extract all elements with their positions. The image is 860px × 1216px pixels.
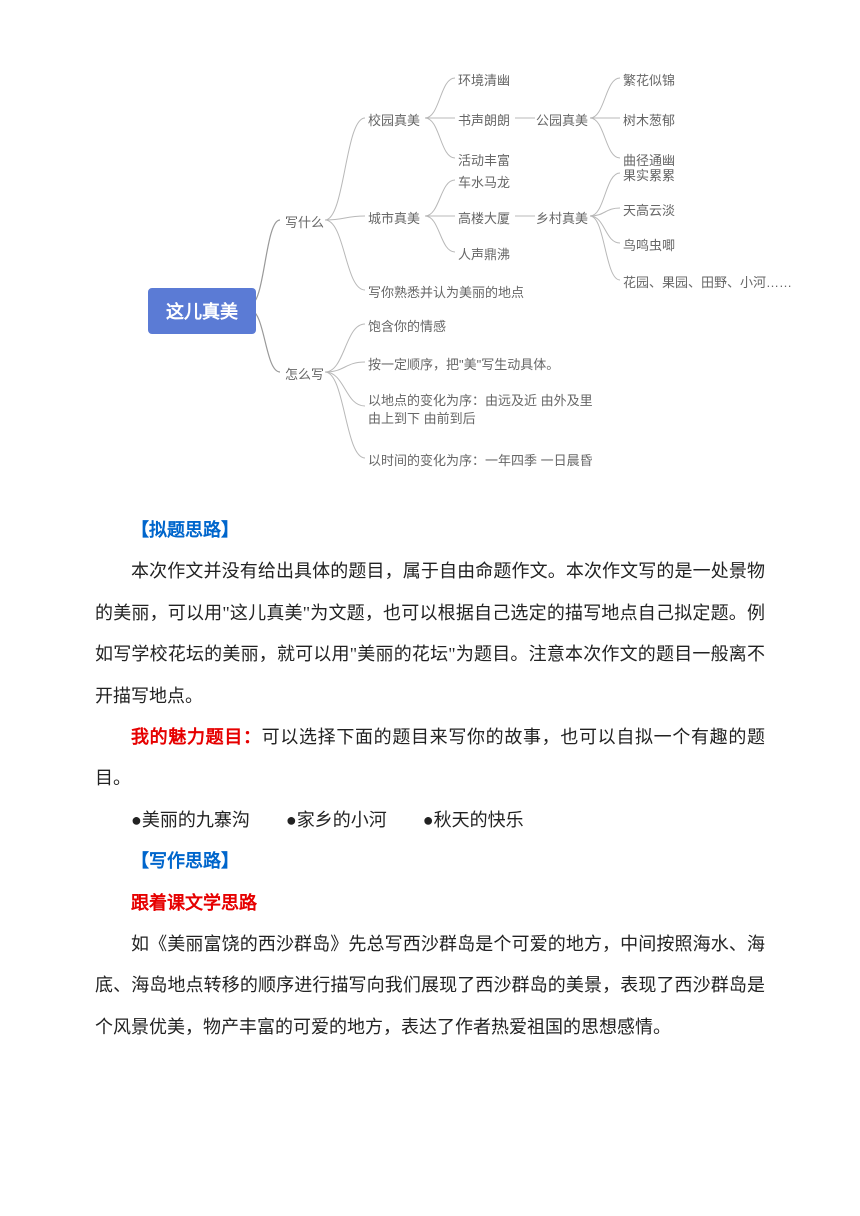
node-city: 城市真美 xyxy=(368,208,420,227)
node-park-0: 繁花似锦 xyxy=(623,70,675,89)
node-city-1: 高楼大厦 xyxy=(458,208,510,227)
my-title-label: 我的魅力题目： xyxy=(131,727,262,747)
node-village-2: 鸟鸣虫唧 xyxy=(623,235,675,254)
node-park-1: 树木葱郁 xyxy=(623,110,675,129)
node-how-1: 按一定顺序，把"美"写生动具体。 xyxy=(368,354,559,373)
heading-follow: 跟着课文学思路 xyxy=(95,883,765,924)
node-how-0: 饱含你的情感 xyxy=(368,316,446,335)
node-branch2: 怎么写 xyxy=(285,364,324,383)
title-bullets: ●美丽的九寨沟 ●家乡的小河 ●秋天的快乐 xyxy=(95,800,765,841)
node-village-1: 天高云淡 xyxy=(623,200,675,219)
heading-writing: 【写作思路】 xyxy=(95,841,765,882)
node-city-0: 车水马龙 xyxy=(458,172,510,191)
mindmap-diagram: 这儿真美 写什么 怎么写 校园真美 环境清幽 书声朗朗 活动丰富 城市真美 车水… xyxy=(120,60,850,490)
mindmap-root: 这儿真美 xyxy=(148,288,256,334)
paragraph-2: 我的魅力题目：可以选择下面的题目来写你的故事，也可以自拟一个有趣的题目。 xyxy=(95,717,765,800)
node-familiar: 写你熟悉并认为美丽的地点 xyxy=(368,282,524,301)
node-branch1: 写什么 xyxy=(285,212,324,231)
node-city-2: 人声鼎沸 xyxy=(458,244,510,263)
heading-topic: 【拟题思路】 xyxy=(95,510,765,551)
node-village: 乡村真美 xyxy=(536,208,588,227)
node-campus-1: 书声朗朗 xyxy=(458,110,510,129)
node-campus-2: 活动丰富 xyxy=(458,150,510,169)
node-how-3: 以时间的变化为序：一年四季 一日晨昏 xyxy=(368,450,593,469)
document-body: 【拟题思路】 本次作文并没有给出具体的题目，属于自由命题作文。本次作文写的是一处… xyxy=(95,510,765,1048)
node-campus-0: 环境清幽 xyxy=(458,70,510,89)
node-village-0: 果实累累 xyxy=(623,165,675,184)
paragraph-3: 如《美丽富饶的西沙群岛》先总写西沙群岛是个可爱的地方，中间按照海水、海底、海岛地… xyxy=(95,924,765,1048)
paragraph-1: 本次作文并没有给出具体的题目，属于自由命题作文。本次作文写的是一处景物的美丽，可… xyxy=(95,551,765,717)
node-how-2: 以地点的变化为序：由远及近 由外及里 由上到下 由前到后 xyxy=(368,392,593,428)
node-village-3: 花园、果园、田野、小河…… xyxy=(623,272,792,291)
node-campus: 校园真美 xyxy=(368,110,420,129)
node-park: 公园真美 xyxy=(536,110,588,129)
